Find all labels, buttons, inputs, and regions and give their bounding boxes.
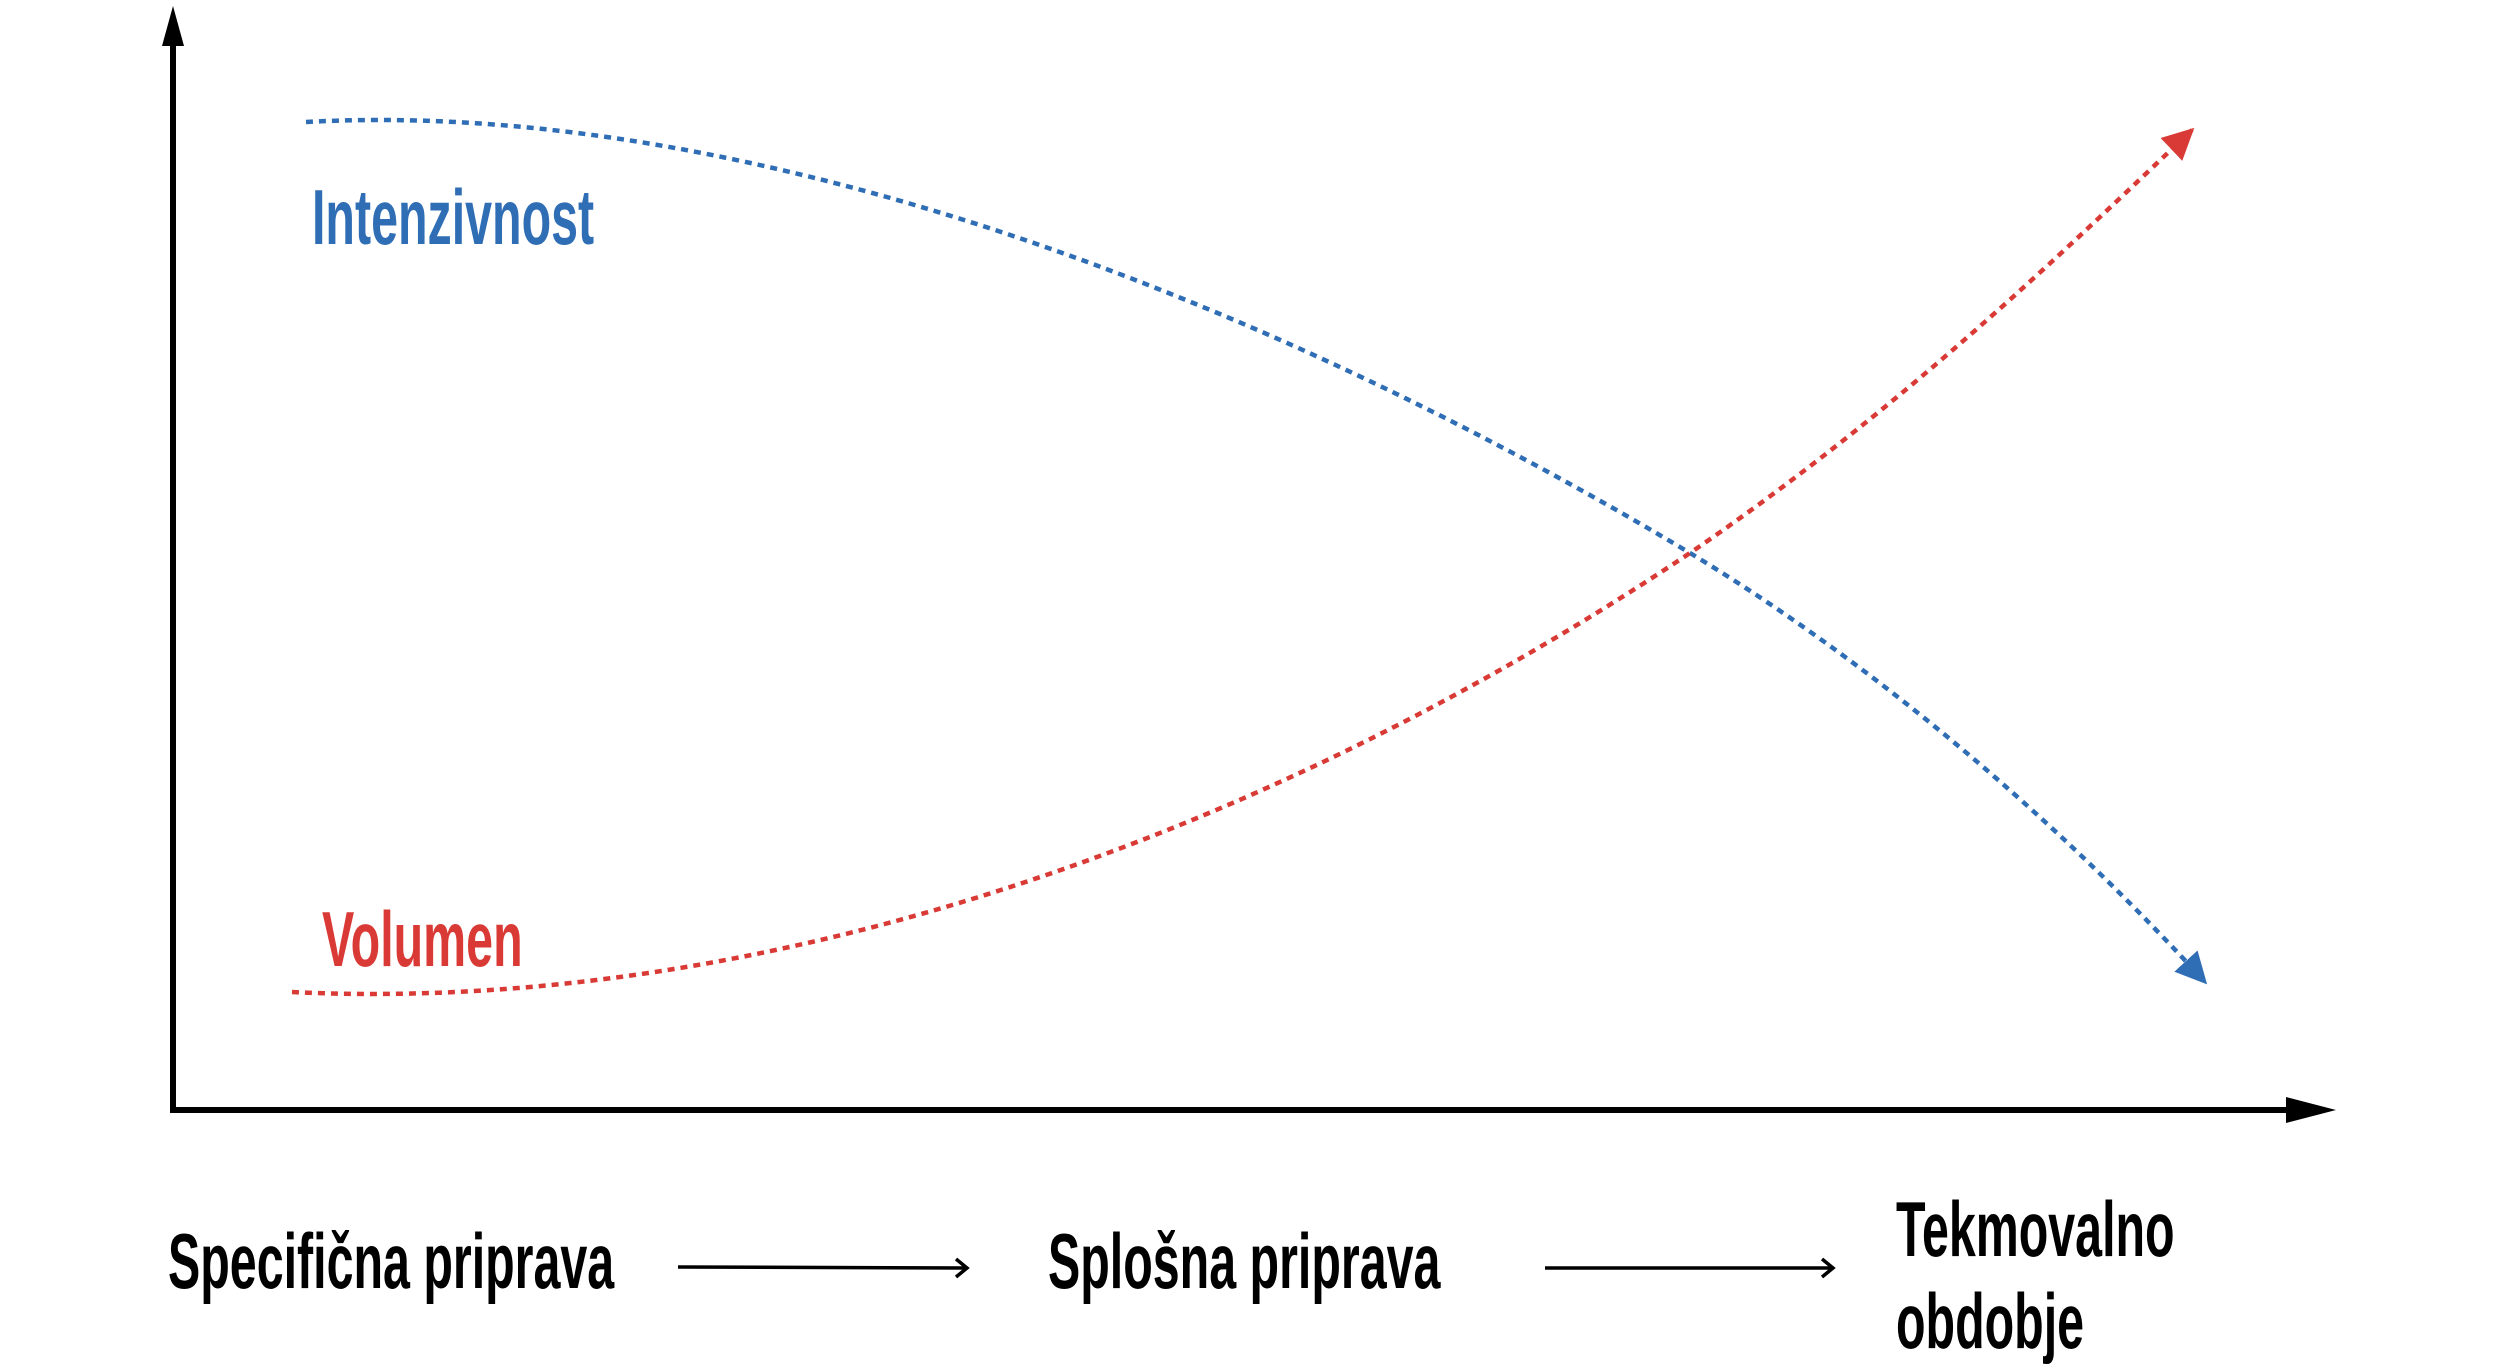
volume-label: Volumen: [322, 895, 523, 983]
arrow-right-icon: [1820, 1257, 1836, 1279]
x-axis-arrow-icon: [2286, 1097, 2336, 1123]
phase-arrow-2: [1545, 1257, 1836, 1279]
y-axis: [162, 6, 184, 1113]
phase-label-specific-preparation: Specifična priprava: [168, 1217, 615, 1305]
x-axis: [170, 1097, 2336, 1123]
phase-label-competition-line2: obdobje: [1896, 1277, 2085, 1365]
intensity-curve: [305, 117, 2208, 985]
phase-arrow-1: [677, 1257, 970, 1279]
phase-label-competition-line1: Tekmovalno: [1896, 1185, 2175, 1273]
phase-label-general-preparation: Splošna priprava: [1048, 1217, 1441, 1305]
intensity-label: Intenzivnost: [312, 173, 595, 261]
arrow-right-icon: [954, 1257, 970, 1279]
y-axis-arrow-icon: [162, 6, 184, 46]
